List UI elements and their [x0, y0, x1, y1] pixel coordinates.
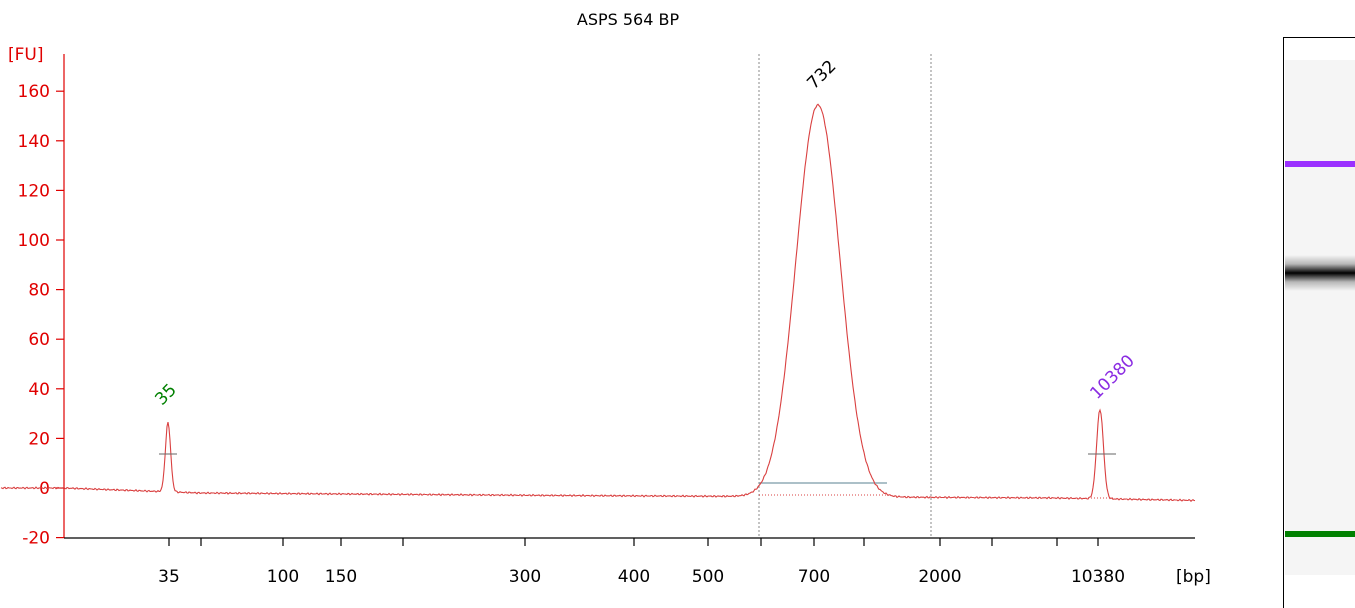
- x-tick-label: 2000: [918, 567, 961, 587]
- x-tick-label: 700: [798, 567, 830, 587]
- y-tick-label: 0: [39, 479, 50, 499]
- x-tick-label: 35: [158, 567, 180, 587]
- gel-band-upper-marker: [1285, 161, 1355, 167]
- x-axis-ticks: 35 100 150 300 400 500 700 2000 10380: [158, 538, 1125, 587]
- y-tick-label: 160: [18, 82, 50, 102]
- x-tick-label: 10380: [1071, 567, 1125, 587]
- y-tick-label: -20: [22, 529, 50, 549]
- x-tick-label: 100: [267, 567, 299, 587]
- y-tick-label: 60: [28, 330, 50, 350]
- y-tick-label: 100: [18, 231, 50, 251]
- peak-label-732: 732: [803, 56, 840, 93]
- gel-lane: [1283, 37, 1355, 608]
- peak-label-10380: 10380: [1086, 351, 1138, 403]
- y-axis-label: [FU]: [8, 45, 44, 65]
- x-tick-label: 400: [618, 567, 650, 587]
- gel-band-lower-marker: [1285, 531, 1355, 537]
- x-axis-label: [bp]: [1176, 567, 1211, 587]
- x-tick-label: 150: [325, 567, 357, 587]
- electropherogram-chart: ASPS 564 BP [FU] [bp] -20 0 20 40 60 80 100 120…: [0, 10, 1211, 587]
- y-tick-label: 120: [18, 181, 50, 201]
- gel-band-sample: [1285, 255, 1355, 291]
- gel-lane-background: [1285, 60, 1355, 575]
- trace-line: [0, 103, 1196, 502]
- chart-title: ASPS 564 BP: [577, 10, 680, 29]
- y-tick-label: 40: [28, 380, 50, 400]
- x-tick-label: 300: [509, 567, 541, 587]
- peak-label-35: 35: [151, 380, 180, 409]
- y-tick-label: 20: [28, 429, 50, 449]
- y-tick-label: 140: [18, 132, 50, 152]
- x-tick-label: 500: [692, 567, 724, 587]
- y-tick-label: 80: [28, 281, 50, 301]
- y-axis-ticks: -20 0 20 40 60 80 100 120 140 160: [18, 82, 64, 549]
